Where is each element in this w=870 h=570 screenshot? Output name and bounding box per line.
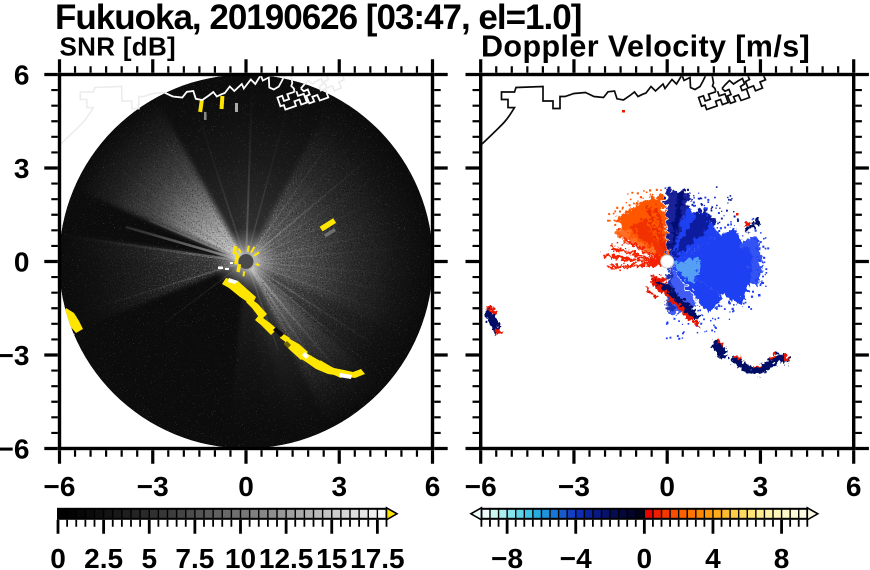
svg-text:0: 0 — [637, 543, 653, 570]
svg-text:0: 0 — [238, 471, 254, 502]
svg-text:0: 0 — [659, 471, 675, 502]
svg-text:17.5: 17.5 — [350, 543, 405, 570]
svg-text:3: 3 — [753, 471, 769, 502]
svg-text:−6: −6 — [44, 471, 76, 502]
svg-text:−3: −3 — [0, 340, 30, 371]
svg-text:10: 10 — [225, 543, 256, 570]
svg-text:7.5: 7.5 — [175, 543, 214, 570]
svg-text:0: 0 — [50, 543, 66, 570]
svg-text:SNR [dB]: SNR [dB] — [60, 32, 177, 62]
svg-text:−6: −6 — [0, 434, 30, 465]
svg-text:6: 6 — [425, 471, 441, 502]
svg-text:3: 3 — [14, 153, 30, 184]
svg-text:6: 6 — [846, 471, 862, 502]
svg-text:4: 4 — [705, 543, 721, 570]
svg-text:Doppler Velocity [m/s]: Doppler Velocity [m/s] — [481, 29, 810, 63]
svg-text:−3: −3 — [558, 471, 590, 502]
svg-text:2.5: 2.5 — [84, 543, 123, 570]
svg-text:−4: −4 — [560, 543, 592, 570]
svg-text:15: 15 — [316, 543, 347, 570]
svg-text:−6: −6 — [465, 471, 497, 502]
svg-text:5: 5 — [141, 543, 157, 570]
svg-text:6: 6 — [14, 60, 30, 91]
svg-text:−8: −8 — [491, 543, 523, 570]
svg-text:0: 0 — [14, 247, 30, 278]
svg-text:8: 8 — [774, 543, 790, 570]
svg-text:−3: −3 — [137, 471, 169, 502]
svg-text:12.5: 12.5 — [259, 543, 314, 570]
svg-text:3: 3 — [331, 471, 347, 502]
svg-text:Fukuoka, 20190626 [03:47, el=1: Fukuoka, 20190626 [03:47, el=1.0] — [55, 0, 581, 37]
